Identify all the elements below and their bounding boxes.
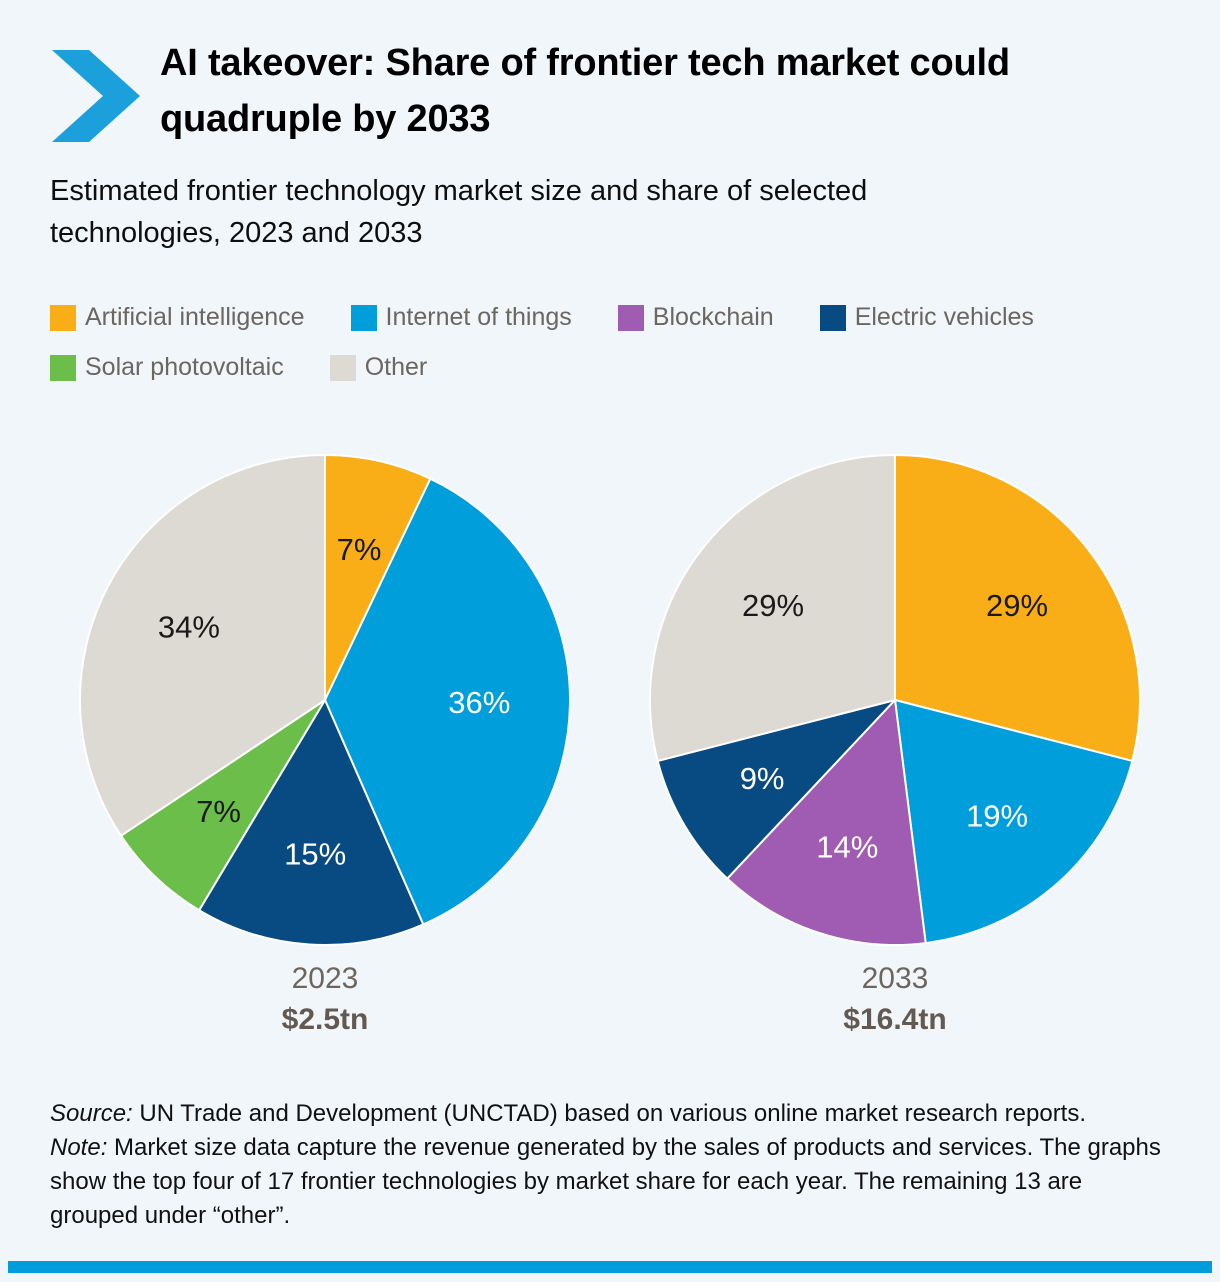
pie-2023: 7% 36% 15% 7% 34% (79, 454, 571, 946)
bottom-accent-bar (8, 1261, 1212, 1273)
legend-item-artificial-intelligence: Artificial intelligence (50, 303, 305, 332)
source-line: Source: UN Trade and Development (UNCTAD… (50, 1097, 1168, 1131)
color-swatch (350, 304, 377, 331)
note-label: Note: (50, 1134, 108, 1162)
chevron-right-icon (52, 50, 140, 142)
pie-2033: 29% 19% 14% 9% 29% (649, 454, 1141, 946)
color-swatch (50, 354, 76, 381)
slice-value-label: 29% (986, 588, 1048, 623)
pie-slice-solar-photovoltaic (120, 699, 326, 912)
legend-row-1: Artificial intelligence Internet of thing… (50, 303, 1170, 332)
legend-item-other: Other (329, 353, 428, 382)
legend-label: Electric vehicles (854, 303, 1034, 331)
slice-value-label: 9% (740, 761, 785, 796)
color-swatch (617, 304, 644, 331)
slice-value-label: 15% (284, 837, 346, 872)
note-line: Note: Market size data capture the reven… (50, 1131, 1168, 1233)
pie-caption-2023: 2023 $2.5tn (165, 962, 485, 1037)
legend-row-2: Solar photovoltaic Other (50, 353, 1170, 382)
pie-total-value: $16.4tn (843, 1003, 947, 1036)
source-note-block: Source: UN Trade and Development (UNCTAD… (50, 1097, 1168, 1233)
slice-value-label: 14% (816, 829, 878, 864)
pie-slice-artificial-intelligence (894, 454, 1141, 762)
pie-slice-electric-vehicles (198, 699, 425, 946)
legend-label: Other (364, 353, 428, 381)
pie-year-label: 2033 (861, 962, 929, 995)
slice-value-label: 7% (337, 532, 382, 567)
color-swatch (50, 304, 76, 331)
legend-item-blockchain: Blockchain (617, 303, 774, 332)
legend-item-internet-of-things: Internet of things (350, 303, 572, 332)
legend-label: Internet of things (385, 303, 572, 331)
slice-value-label: 19% (966, 798, 1028, 833)
legend-label: Blockchain (652, 303, 774, 331)
pie-total-value: $2.5tn (281, 1003, 369, 1036)
pie-slice-internet-of-things (324, 477, 571, 926)
page-title: AI takeover: Share of frontier tech mark… (160, 42, 1010, 140)
pie-year-label: 2023 (291, 962, 359, 995)
legend-label: Artificial intelligence (85, 303, 305, 331)
note-text: Market size data capture the revenue gen… (50, 1134, 1161, 1230)
pie-slice-blockchain (726, 699, 927, 946)
slice-value-label: 34% (158, 610, 220, 645)
slice-value-label: 36% (448, 685, 510, 720)
source-text: UN Trade and Development (UNCTAD) based … (132, 1100, 1087, 1127)
chart-legend: Artificial intelligence Internet of thing… (50, 303, 1170, 403)
legend-item-electric-vehicles: Electric vehicles (819, 303, 1034, 332)
color-swatch (329, 354, 356, 381)
pie-charts: 7% 36% 15% 7% 34% 29% 19% 14% 9% 29% (79, 454, 1141, 946)
color-swatch (819, 304, 846, 331)
pie-slice-artificial-intelligence (324, 454, 432, 701)
slice-value-label: 7% (196, 794, 241, 829)
pie-slice-other (79, 454, 326, 837)
slice-value-label: 29% (742, 588, 804, 623)
pie-slice-electric-vehicles (656, 699, 896, 880)
legend-label: Solar photovoltaic (85, 353, 284, 381)
pie-slice-other (649, 454, 896, 762)
source-label: Source: (50, 1100, 133, 1127)
legend-item-solar-photovoltaic: Solar photovoltaic (50, 353, 284, 382)
chart-subtitle: Estimated frontier technology market siz… (50, 175, 868, 250)
pie-caption-2033: 2033 $16.4tn (735, 962, 1055, 1037)
pie-slice-internet-of-things (894, 699, 1134, 945)
